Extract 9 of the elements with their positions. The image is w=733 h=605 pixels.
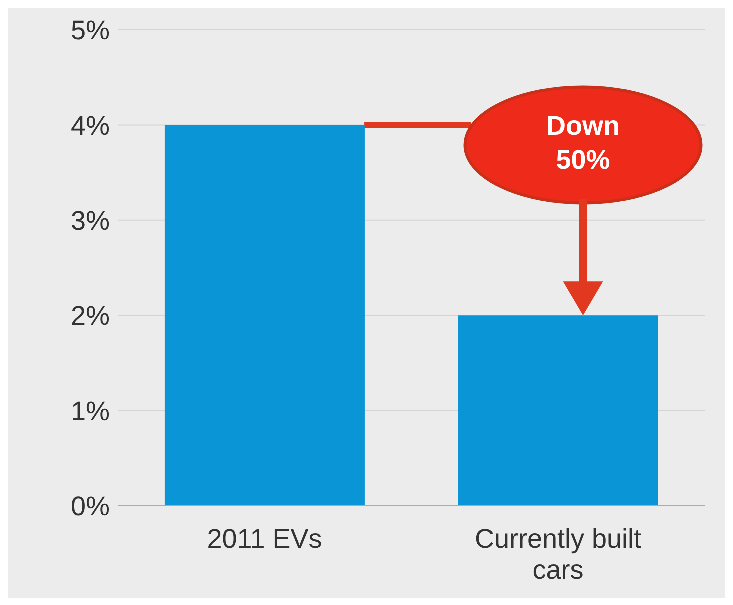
y-tick-label: 2%	[70, 301, 110, 332]
x-tick-label: Currently built cars	[474, 524, 642, 585]
y-tick-label: 3%	[70, 206, 110, 236]
x-tick-label: 2011 EVs	[207, 524, 322, 554]
y-tick-label: 1%	[70, 396, 110, 426]
annotation: Down 50%	[546, 111, 620, 176]
y-tick-label: 4%	[70, 110, 110, 141]
y-tick-label: 0%	[70, 492, 110, 522]
y-tick-label: 5%	[70, 16, 110, 46]
